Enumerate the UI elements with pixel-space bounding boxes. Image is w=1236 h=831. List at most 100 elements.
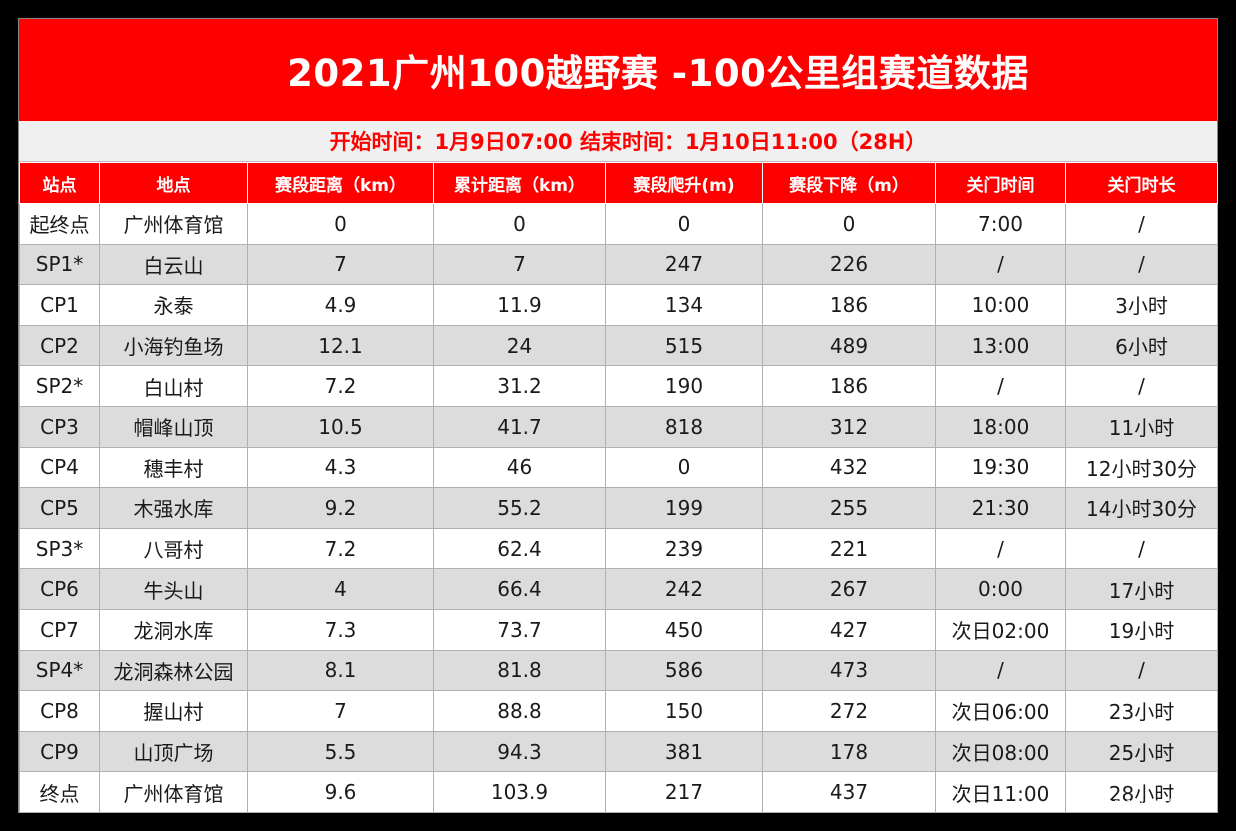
cell-location: 木强水库 [99,487,248,529]
course-data-sheet: 2021广州100越野赛 -100公里组赛道数据 开始时间：1月9日07:00 … [18,18,1218,813]
cell-segment-distance: 9.2 [247,487,434,529]
cell-segment-distance: 7.2 [247,365,434,407]
cell-station: CP1 [19,284,100,326]
cell-segment-distance: 7 [247,243,434,286]
cell-cutoff-time: 10:00 [935,284,1066,326]
table-row: SP1* 白云山 7 7 247 226// [19,243,1218,286]
table-row: SP3* 八哥村 7.2 62.4 239 221// [19,527,1218,570]
cell-station: CP7 [19,608,100,651]
cell-segment-distance: 4.3 [247,446,434,489]
table-row: CP4 穗丰村 4.3 46 0 432 19:30 12小时30分 [19,446,1218,489]
cell-segment-distance: 7.3 [247,608,434,651]
cell-segment-ascent: 239 [605,527,763,570]
cell-segment-descent: 427 [762,608,936,651]
cell-cutoff-time: 21:30 [935,487,1066,529]
column-header-segment-distance: 赛段距离（km） [247,162,434,204]
cell-cumulative-distance: 31.2 [433,365,606,407]
cell-segment-descent: 312 [762,405,936,448]
cell-cutoff-duration: 12小时30分 [1065,446,1218,489]
cell-segment-distance: 4 [247,568,434,610]
cell-cumulative-distance: 81.8 [433,649,606,692]
cell-cutoff-duration: 23小时 [1065,690,1218,732]
cell-location: 龙洞水库 [99,608,248,651]
cell-station: SP1* [19,243,100,286]
table-body: 起终点 广州体育馆 0 0 0 0 7:00/SP1* 白云山 7 7 247 226// CP1 永泰 4… [19,203,1218,813]
cell-cumulative-distance: 62.4 [433,527,606,570]
cell-segment-descent: 255 [762,487,936,529]
cell-segment-distance: 9.6 [247,771,434,813]
cell-cumulative-distance: 7 [433,243,606,286]
table-row: CP8 握山村 7 88.8 150 272 次日06:00 23小时 [19,690,1218,732]
cell-location: 广州体育馆 [99,203,248,245]
table-row: CP2 小海钓鱼场 12.1 24 515 489 13:00 6小时 [19,324,1218,367]
column-header-location: 地点 [99,162,248,204]
table-row: 终点 广州体育馆 9.6 103.9 217 437 次日11:00 28小时 [19,771,1218,813]
column-header-segment-ascent: 赛段爬升(m) [605,162,763,204]
cell-station: SP4* [19,649,100,692]
cell-segment-distance: 8.1 [247,649,434,692]
cell-cutoff-duration: / [1065,365,1218,407]
column-header-station: 站点 [19,162,100,204]
column-header-segment-descent: 赛段下降（m） [762,162,936,204]
cell-segment-ascent: 217 [605,771,763,813]
cell-segment-descent: 489 [762,324,936,367]
cell-station: CP4 [19,446,100,489]
table-row: CP5 木强水库 9.2 55.2 199 255 21:30 14小时30分 [19,487,1218,529]
cell-cumulative-distance: 66.4 [433,568,606,610]
table-row: CP3 帽峰山顶 10.5 41.7 818 312 18:00 11小时 [19,405,1218,448]
cell-station: CP9 [19,730,100,773]
cell-cutoff-duration: 11小时 [1065,405,1218,448]
cell-cutoff-time: / [935,649,1066,692]
table-row: SP4* 龙洞森林公园 8.1 81.8 586 473// [19,649,1218,692]
cell-cutoff-duration: / [1065,243,1218,286]
table-header-row: 站点 地点 赛段距离（km） 累计距离（km） 赛段爬升(m) 赛段下降（m） … [19,162,1218,204]
cell-cutoff-duration: 25小时 [1065,730,1218,773]
cell-cumulative-distance: 73.7 [433,608,606,651]
title-banner: 2021广州100越野赛 -100公里组赛道数据 [19,19,1217,121]
cell-cutoff-time: / [935,243,1066,286]
cell-segment-distance: 0 [247,203,434,245]
cell-segment-ascent: 150 [605,690,763,732]
cell-segment-ascent: 247 [605,243,763,286]
cell-segment-distance: 5.5 [247,730,434,773]
cell-cutoff-duration: 6小时 [1065,324,1218,367]
cell-cumulative-distance: 24 [433,324,606,367]
cell-location: 白山村 [99,365,248,407]
cell-cutoff-time: 18:00 [935,405,1066,448]
cell-location: 帽峰山顶 [99,405,248,448]
cell-segment-distance: 12.1 [247,324,434,367]
table-row: 起终点 广州体育馆 0 0 0 0 7:00/ [19,203,1218,245]
cell-station: CP2 [19,324,100,367]
cell-segment-descent: 186 [762,365,936,407]
cell-segment-descent: 221 [762,527,936,570]
cell-station: CP6 [19,568,100,610]
cell-segment-distance: 4.9 [247,284,434,326]
race-time-range: 开始时间：1月9日07:00 结束时间：1月10日11:00（28H） [329,130,927,154]
cell-cumulative-distance: 55.2 [433,487,606,529]
cell-segment-distance: 7 [247,690,434,732]
cell-cutoff-duration: 14小时30分 [1065,487,1218,529]
cell-cutoff-time: 次日08:00 [935,730,1066,773]
cell-cutoff-time: 0:00 [935,568,1066,610]
cell-cumulative-distance: 88.8 [433,690,606,732]
cell-segment-descent: 473 [762,649,936,692]
table-row: CP1 永泰 4.9 11.9 134 186 10:00 3小时 [19,284,1218,326]
cell-station: CP3 [19,405,100,448]
cell-location: 牛头山 [99,568,248,610]
cell-cutoff-time: 次日02:00 [935,608,1066,651]
cell-cumulative-distance: 11.9 [433,284,606,326]
cell-segment-ascent: 818 [605,405,763,448]
cell-location: 山顶广场 [99,730,248,773]
table-row: CP6 牛头山 4 66.4 242 267 0:00 17小时 [19,568,1218,610]
cell-location: 小海钓鱼场 [99,324,248,367]
cell-segment-ascent: 381 [605,730,763,773]
cell-cutoff-duration: 17小时 [1065,568,1218,610]
cell-cumulative-distance: 41.7 [433,405,606,448]
cell-segment-descent: 178 [762,730,936,773]
cell-cutoff-duration: 19小时 [1065,608,1218,651]
cell-cutoff-duration: 3小时 [1065,284,1218,326]
cell-cutoff-time: 次日06:00 [935,690,1066,732]
cell-cutoff-time: 13:00 [935,324,1066,367]
column-header-cutoff-time: 关门时间 [935,162,1066,204]
cell-segment-distance: 7.2 [247,527,434,570]
